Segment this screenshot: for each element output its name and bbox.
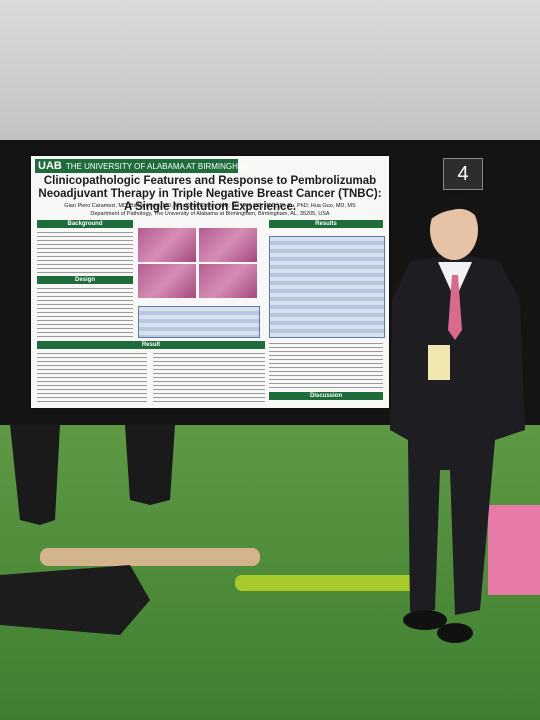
authors: Gian Piero Caramezi, MD; Bichan Ning, MD…: [64, 203, 356, 209]
section-header: Result: [37, 341, 265, 349]
text-block: [37, 230, 133, 274]
histology-image: [138, 228, 196, 262]
text-block: [153, 351, 265, 405]
poster-tube: [40, 548, 260, 566]
tie: [448, 275, 462, 340]
shoe: [437, 623, 473, 643]
text-block: [37, 286, 133, 338]
section-header: Results: [269, 220, 383, 228]
booth-number: 4: [443, 158, 483, 190]
histology-image: [199, 264, 257, 298]
poster: UAB THE UNIVERSITY OF ALABAMA AT BIRMINGH…: [31, 156, 389, 408]
section-header: Design: [37, 276, 133, 284]
visitor-legs: [10, 425, 60, 525]
badge: [428, 345, 450, 380]
table: [269, 236, 385, 338]
histology-image: [138, 264, 196, 298]
institution: THE UNIVERSITY OF ALABAMA AT BIRMINGHAM: [65, 162, 250, 171]
section-header: Discussion: [269, 392, 383, 400]
jacket-on-floor: [0, 565, 150, 635]
face: [430, 200, 478, 260]
hair: [428, 195, 481, 222]
logo: UAB: [38, 160, 62, 172]
person-suit: [390, 256, 525, 615]
ceiling: [0, 0, 540, 150]
visitor-legs: [125, 425, 175, 505]
affiliation: Department of Pathology, The University …: [90, 211, 330, 217]
logo-bar: UAB THE UNIVERSITY OF ALABAMA AT BIRMINGH…: [35, 159, 250, 173]
poster-tube: [235, 575, 425, 591]
shoe: [403, 610, 447, 630]
text-block: [37, 351, 147, 405]
table: [138, 306, 260, 338]
text-block: [269, 341, 383, 389]
bag: [488, 505, 540, 595]
histology-image: [199, 228, 257, 262]
poster-title: Clinicopathologic Features and Response …: [38, 175, 382, 213]
section-header: Background: [37, 220, 133, 228]
